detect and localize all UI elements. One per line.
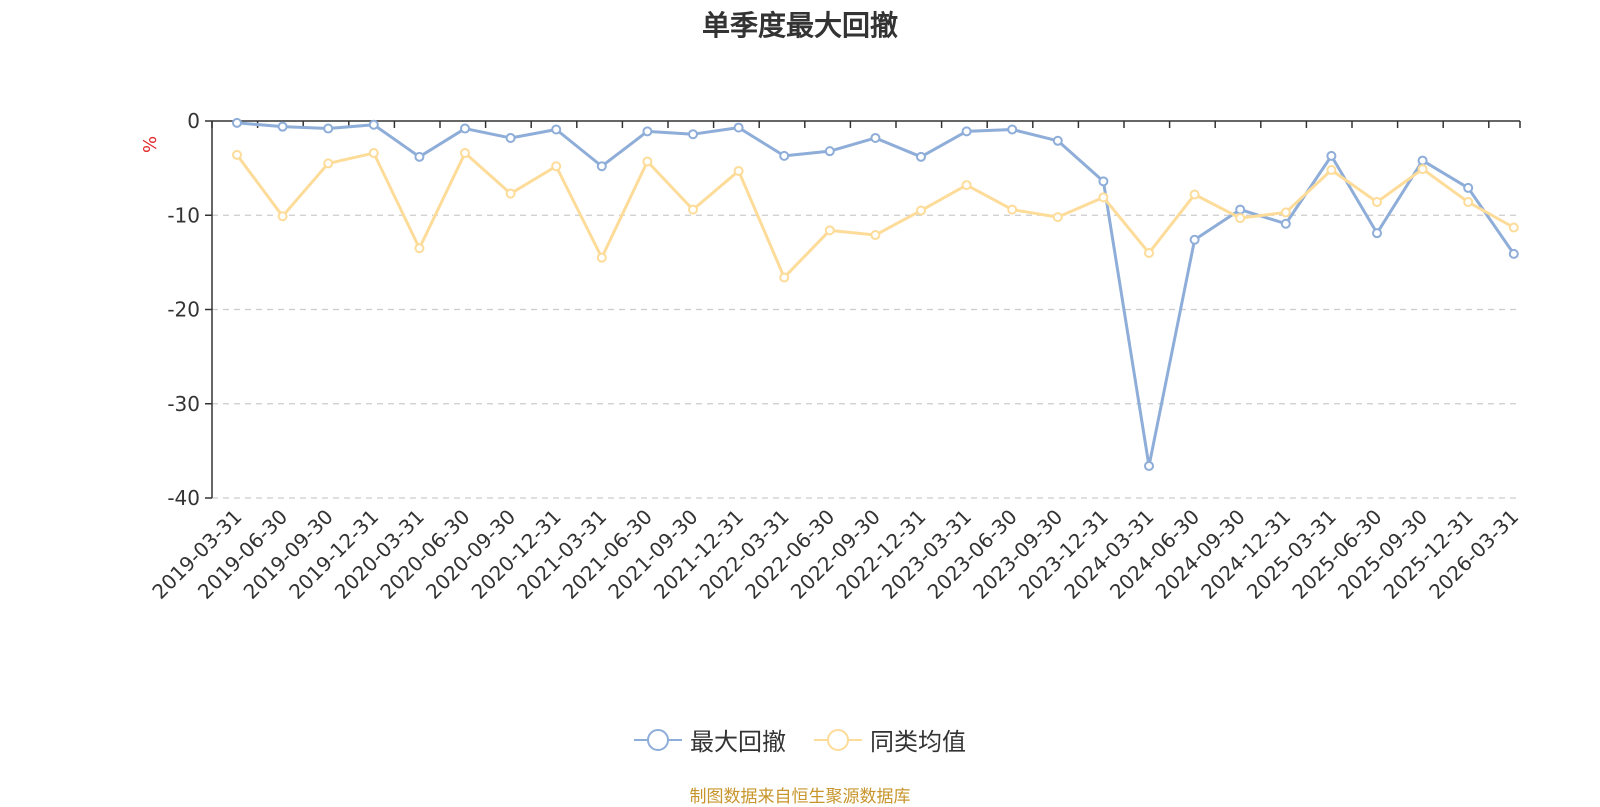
data-point-peer-average xyxy=(1463,197,1474,208)
grid-lines xyxy=(212,214,1520,499)
data-point-max-drawdown xyxy=(1098,176,1109,187)
data-point-peer-average xyxy=(232,149,242,160)
data-point-max-drawdown xyxy=(551,124,562,135)
data-point-max-drawdown xyxy=(1007,124,1018,135)
data-point-max-drawdown xyxy=(1417,155,1428,166)
legend-swatch-peer-average xyxy=(814,726,862,754)
data-point-max-drawdown xyxy=(733,122,744,133)
legend-label-peer-average: 同类均值 xyxy=(870,728,966,756)
data-point-max-drawdown xyxy=(1235,204,1246,215)
data-point-peer-average xyxy=(688,204,698,215)
data-point-peer-average xyxy=(642,156,653,167)
legend-item-max-drawdown[interactable]: 最大回撤 xyxy=(634,722,786,757)
data-point-peer-average xyxy=(551,161,562,172)
data-point-peer-average xyxy=(505,188,516,199)
data-point-max-drawdown xyxy=(505,132,516,143)
data-points xyxy=(232,117,1519,471)
data-point-peer-average xyxy=(1098,192,1109,203)
legend-item-peer-average[interactable]: 同类均值 xyxy=(814,722,966,757)
data-point-peer-average xyxy=(1189,189,1200,200)
data-point-max-drawdown xyxy=(277,121,288,132)
data-point-peer-average xyxy=(277,211,288,222)
data-point-max-drawdown xyxy=(1189,234,1200,245)
y-tick-label: -20 xyxy=(167,298,200,322)
data-point-max-drawdown xyxy=(1372,228,1382,239)
data-point-peer-average xyxy=(824,225,835,236)
data-point-peer-average xyxy=(961,180,972,191)
data-point-max-drawdown xyxy=(1463,182,1474,193)
series-line-max-drawdown xyxy=(236,121,1516,468)
data-point-max-drawdown xyxy=(323,123,334,134)
data-point-peer-average xyxy=(1052,212,1063,223)
data-point-max-drawdown xyxy=(1326,150,1337,161)
data-point-max-drawdown xyxy=(368,119,379,130)
data-point-max-drawdown xyxy=(1280,218,1291,229)
data-point-max-drawdown xyxy=(1508,248,1519,259)
data-point-peer-average xyxy=(596,252,607,263)
data-point-peer-average xyxy=(1417,164,1428,175)
data-point-peer-average xyxy=(1280,207,1291,218)
data-point-max-drawdown xyxy=(824,146,835,157)
y-tick-label: 0 xyxy=(187,109,200,133)
data-point-peer-average xyxy=(1144,247,1154,258)
chart-title: 单季度最大回撤 xyxy=(701,9,898,42)
series-lines xyxy=(235,121,1516,468)
data-point-peer-average xyxy=(460,148,470,159)
data-point-max-drawdown xyxy=(596,161,607,172)
data-point-max-drawdown xyxy=(779,150,790,161)
data-point-peer-average xyxy=(779,272,790,283)
data-point-max-drawdown xyxy=(688,129,698,140)
data-point-peer-average xyxy=(1508,222,1519,233)
data-point-max-drawdown xyxy=(414,151,425,162)
data-point-max-drawdown xyxy=(961,126,972,137)
data-point-max-drawdown xyxy=(642,126,653,137)
legend: 最大回撤 同类均值 xyxy=(0,722,1600,757)
data-point-peer-average xyxy=(368,148,379,159)
data-point-peer-average xyxy=(1007,204,1018,215)
data-point-max-drawdown xyxy=(232,117,242,128)
data-point-peer-average xyxy=(1326,165,1337,176)
data-point-peer-average xyxy=(1235,213,1246,224)
data-source-note: 制图数据来自恒生聚源数据库 xyxy=(689,787,911,807)
data-point-peer-average xyxy=(414,243,425,254)
data-point-peer-average xyxy=(916,205,926,216)
y-tick-label: -40 xyxy=(167,486,200,510)
data-point-max-drawdown xyxy=(460,123,470,134)
legend-label-max-drawdown: 最大回撤 xyxy=(690,728,786,756)
y-tick-label: -10 xyxy=(167,203,200,227)
data-point-max-drawdown xyxy=(1052,135,1063,146)
data-point-peer-average xyxy=(733,165,744,176)
data-point-peer-average xyxy=(1372,197,1382,208)
data-point-max-drawdown xyxy=(1144,460,1154,471)
legend-swatch-max-drawdown xyxy=(634,726,682,754)
data-point-peer-average xyxy=(323,158,334,169)
data-point-peer-average xyxy=(870,230,881,241)
data-point-max-drawdown xyxy=(916,151,926,162)
y-tick-label: -30 xyxy=(167,392,200,416)
data-point-max-drawdown xyxy=(870,132,881,143)
